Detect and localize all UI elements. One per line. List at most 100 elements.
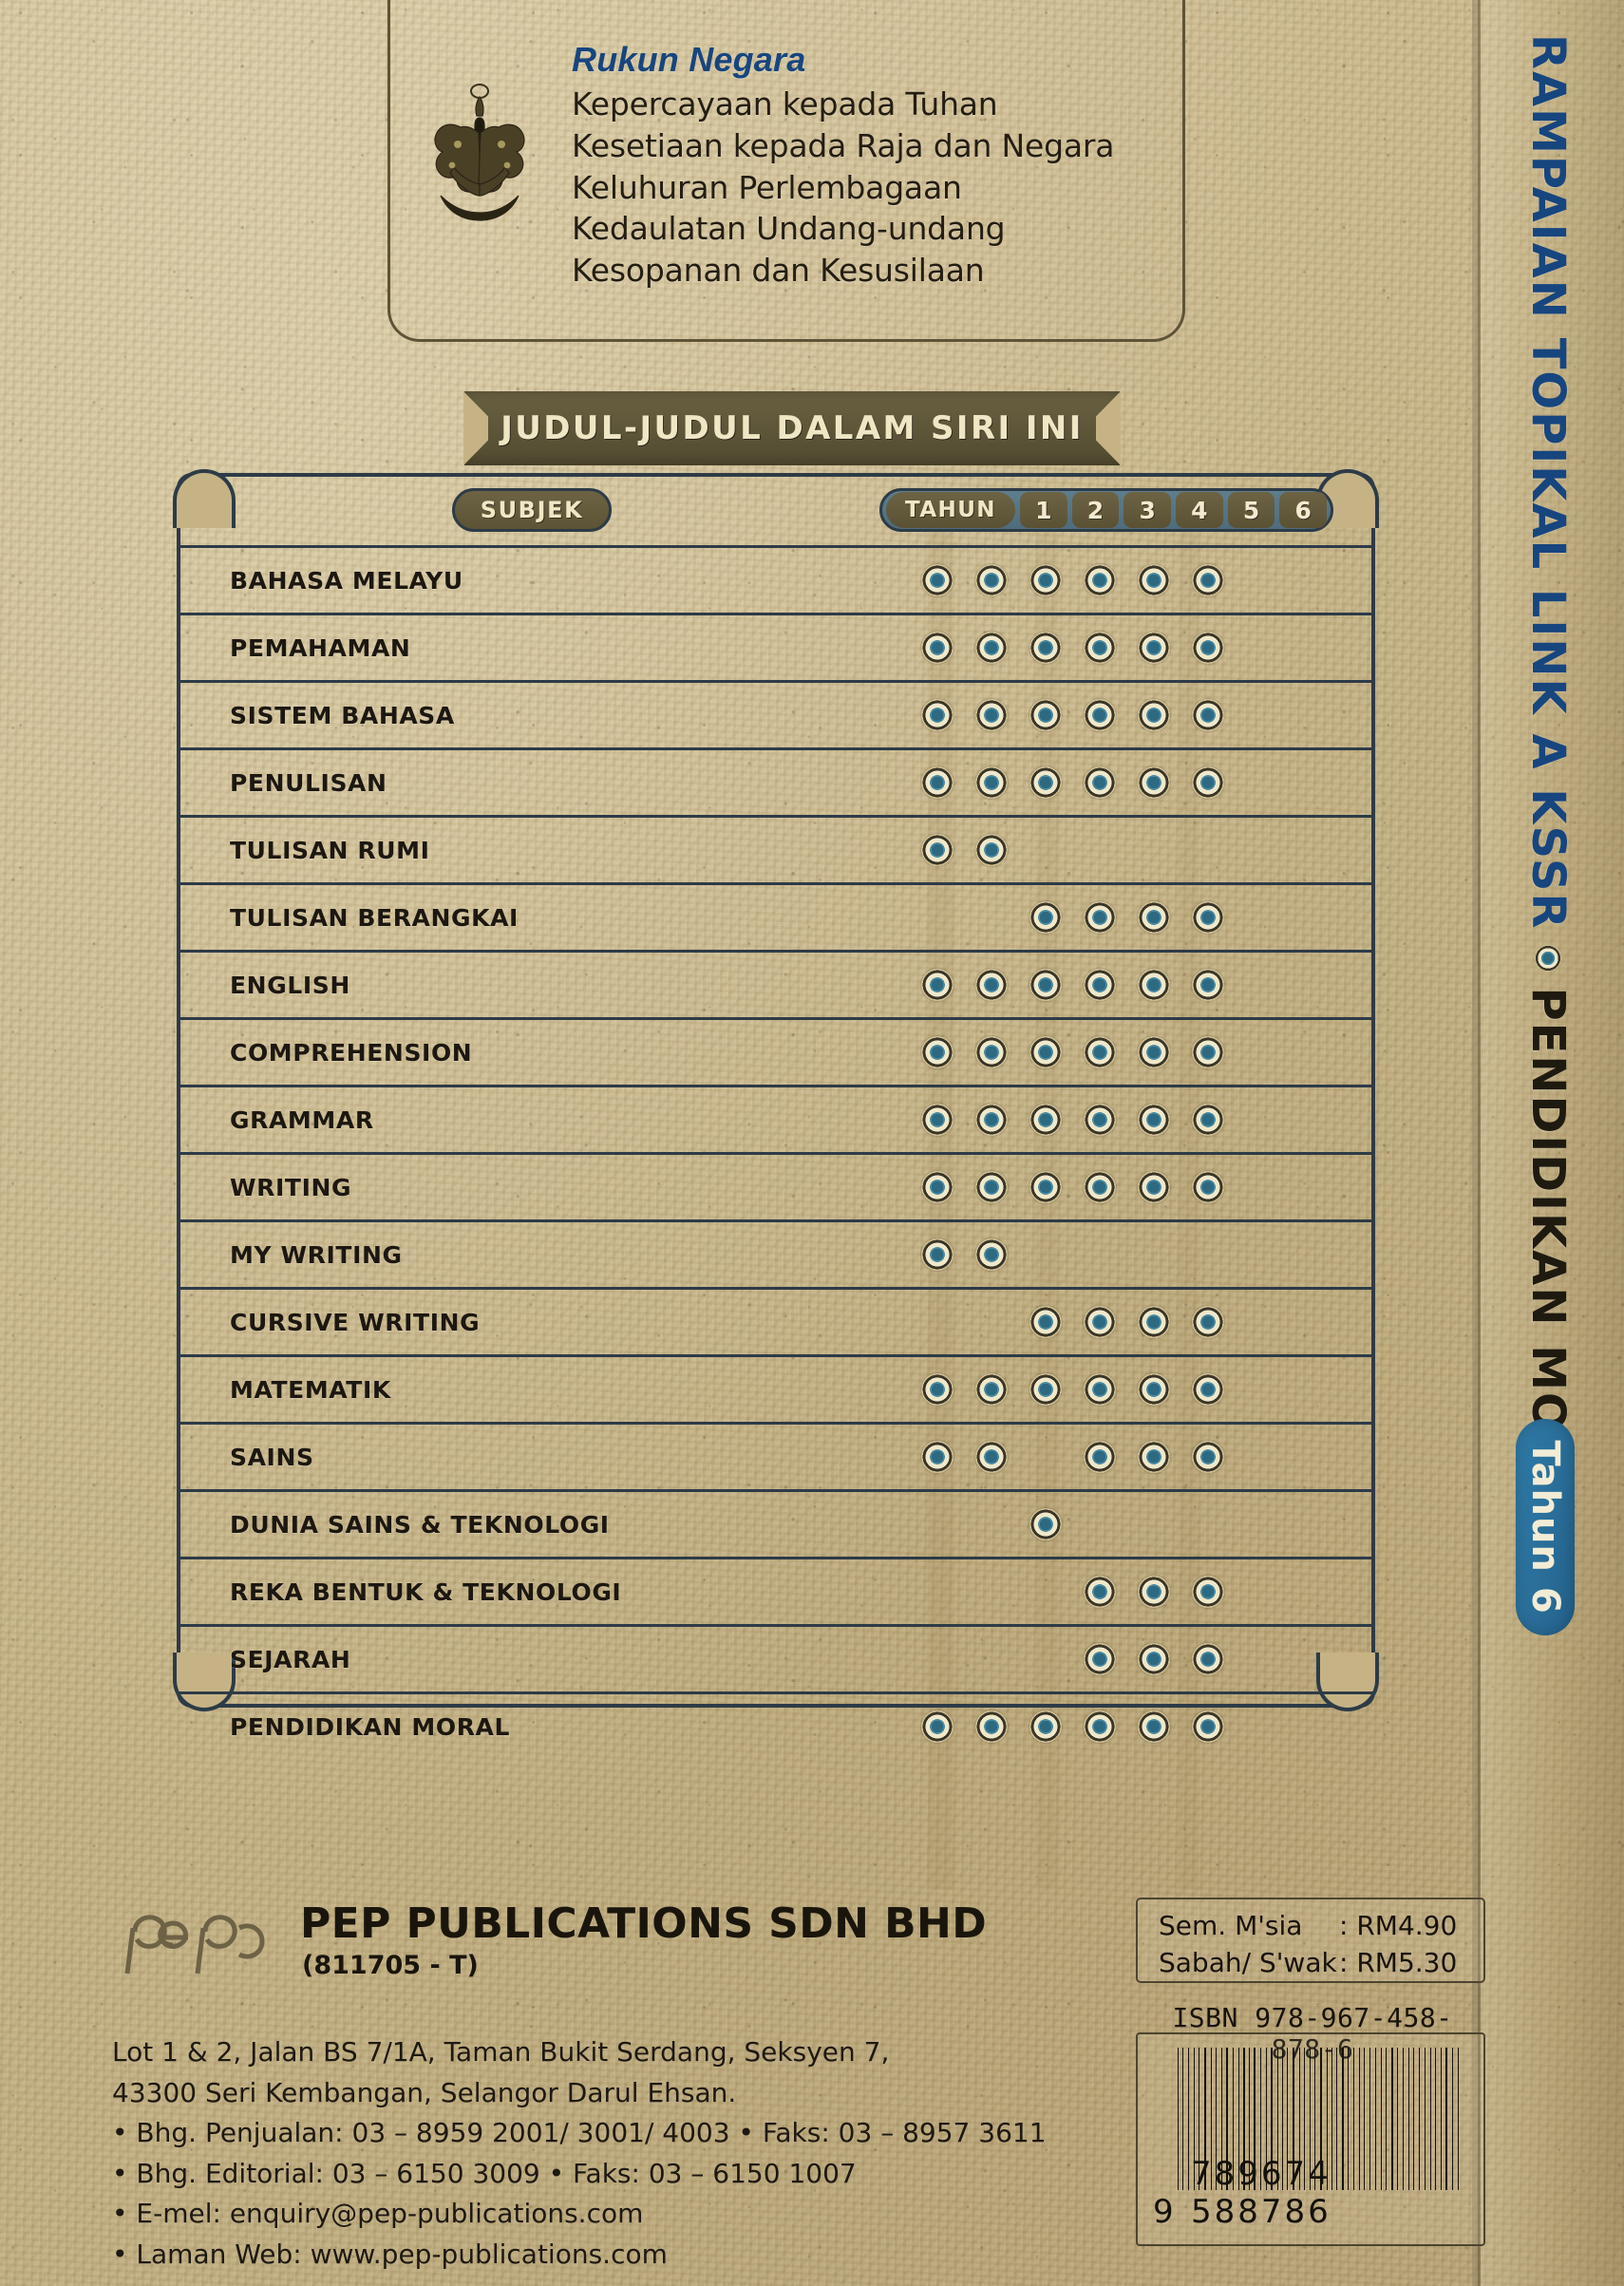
table-row: SISTEM BAHASA: [177, 680, 1375, 747]
year-marker-1: [921, 1373, 954, 1406]
column-header-year-5: 5: [1227, 492, 1275, 528]
year-marker-1: [921, 564, 954, 596]
year-marker-3: [1029, 1036, 1062, 1068]
barcode-bars: [1178, 2048, 1463, 2190]
barcode-bar: [1254, 2048, 1256, 2190]
price-region-label: Sabah/ S'wak: [1159, 1946, 1337, 1978]
year-marker-3: [1029, 1508, 1062, 1540]
subject-label: MY WRITING: [230, 1240, 403, 1269]
year-marker-4: [1084, 1306, 1116, 1338]
barcode-bar: [1220, 2048, 1222, 2190]
year-markers: [898, 1155, 1360, 1219]
table-row: CURSIVE WRITING: [177, 1287, 1375, 1354]
ring-dot-icon: [1535, 945, 1561, 973]
year-marker-1: [921, 1441, 954, 1473]
barcode-bar: [1265, 2048, 1267, 2190]
rukun-negara-card: [387, 0, 1185, 342]
year-marker-1: [921, 1036, 954, 1068]
year-marker-1: [921, 699, 954, 731]
barcode-bar: [1457, 2048, 1459, 2190]
barcode-bar: [1298, 2048, 1300, 2190]
series-titles-table: SUBJEK TAHUN 1 2 3 4 5 6 BAHASA MELAYU PE…: [173, 469, 1379, 1743]
subject-label: GRAMMAR: [230, 1105, 374, 1134]
year-marker-6: [1192, 1441, 1224, 1473]
table-row: MATEMATIK: [177, 1354, 1375, 1422]
subject-label: SISTEM BAHASA: [230, 701, 455, 729]
year-marker-1: [921, 834, 954, 866]
barcode-bar: [1260, 2048, 1262, 2190]
column-header-year-4: 4: [1176, 492, 1223, 528]
table-row: PEMAHAMAN: [177, 613, 1375, 680]
year-marker-3: [1029, 901, 1062, 934]
year-marker-5: [1138, 564, 1170, 596]
barcode-bar: [1237, 2048, 1239, 2190]
barcode-bar: [1182, 2048, 1183, 2190]
year-marker-6: [1192, 699, 1224, 731]
table-corner-ear: [173, 469, 236, 528]
year-marker-3: [1029, 1104, 1062, 1136]
table-header-row: SUBJEK TAHUN 1 2 3 4 5 6: [177, 473, 1375, 545]
subject-label: SEJARAH: [230, 1645, 351, 1673]
table-frame: [177, 473, 1375, 1708]
table-row: TULISAN RUMI: [177, 815, 1375, 882]
table-row: SEJARAH: [177, 1624, 1375, 1691]
barcode-digits: 789674 588786: [1191, 2155, 1331, 2231]
subject-label: ENGLISH: [230, 971, 350, 999]
barcode-bar: [1310, 2048, 1311, 2190]
table-row: SAINS: [177, 1422, 1375, 1489]
barcode-bar: [1243, 2048, 1245, 2190]
address-line: 43300 Seri Kembangan, Selangor Darul Ehs…: [112, 2076, 737, 2108]
contact-line: • Bhg. Editorial: 03 – 6150 3009 • Faks:…: [112, 2157, 857, 2189]
table-row: REKA BENTUK & TEKNOLOGI: [177, 1557, 1375, 1624]
rukun-principle: Kesetiaan kepada Raja dan Negara: [572, 126, 1115, 164]
publisher-address-block: Lot 1 & 2, Jalan BS 7/1A, Taman Bukit Se…: [112, 2032, 1081, 2275]
subject-label: TULISAN BERANGKAI: [230, 903, 519, 932]
year-markers: [898, 1694, 1360, 1759]
year-marker-6: [1192, 1306, 1224, 1338]
barcode-bar: [1441, 2048, 1442, 2190]
year-marker-4: [1084, 564, 1116, 596]
year-marker-3: [1029, 564, 1062, 596]
barcode-bar: [1369, 2048, 1371, 2190]
year-badge: Tahun 6: [1516, 1419, 1575, 1635]
year-marker-5: [1138, 1306, 1170, 1338]
subject-label: WRITING: [230, 1173, 352, 1201]
table-row: PENDIDIKAN MORAL: [177, 1691, 1375, 1759]
barcode-bar: [1435, 2048, 1437, 2190]
year-markers: [898, 1020, 1360, 1085]
table-row: COMPREHENSION: [177, 1017, 1375, 1085]
rukun-principle: Kepercayaan kepada Tuhan: [572, 85, 998, 123]
table-row: TULISAN BERANGKAI: [177, 882, 1375, 950]
column-header-year-2: 2: [1071, 492, 1120, 528]
year-marker-2: [975, 564, 1008, 596]
year-marker-4: [1084, 901, 1116, 934]
year-marker-2: [975, 834, 1008, 866]
year-marker-1: [921, 766, 954, 799]
price-value: : RM5.30: [1339, 1946, 1458, 1978]
year-marker-5: [1138, 1576, 1170, 1608]
year-markers: [898, 1290, 1360, 1354]
pep-logo: [114, 1899, 280, 1985]
barcode-bar: [1375, 2048, 1377, 2190]
year-marker-1: [921, 632, 954, 664]
year-marker-4: [1084, 1104, 1116, 1136]
year-markers: [898, 1087, 1360, 1152]
barcode-bar: [1336, 2048, 1338, 2190]
barcode-bar: [1358, 2048, 1360, 2190]
barcode-bar: [1271, 2048, 1273, 2190]
barcode-bar: [1397, 2048, 1398, 2190]
spine-fold-line: [1478, 0, 1481, 2286]
year-marker-4: [1084, 1576, 1116, 1608]
table-row: DUNIA SAINS & TEKNOLOGI: [177, 1489, 1375, 1557]
barcode-gap: [1180, 2048, 1181, 2190]
year-marker-4: [1084, 1373, 1116, 1406]
subject-label: PENDIDIKAN MORAL: [230, 1712, 511, 1741]
barcode-bar: [1342, 2048, 1344, 2190]
barcode-box: 9 789674 588786: [1136, 2032, 1485, 2246]
address-line: Lot 1 & 2, Jalan BS 7/1A, Taman Bukit Se…: [112, 2036, 890, 2068]
year-marker-3: [1029, 1373, 1062, 1406]
publisher-name: PEP PUBLICATIONS SDN BHD: [300, 1899, 988, 1948]
malaysia-coat-of-arms-icon: [408, 74, 551, 236]
year-marker-2: [975, 1441, 1008, 1473]
